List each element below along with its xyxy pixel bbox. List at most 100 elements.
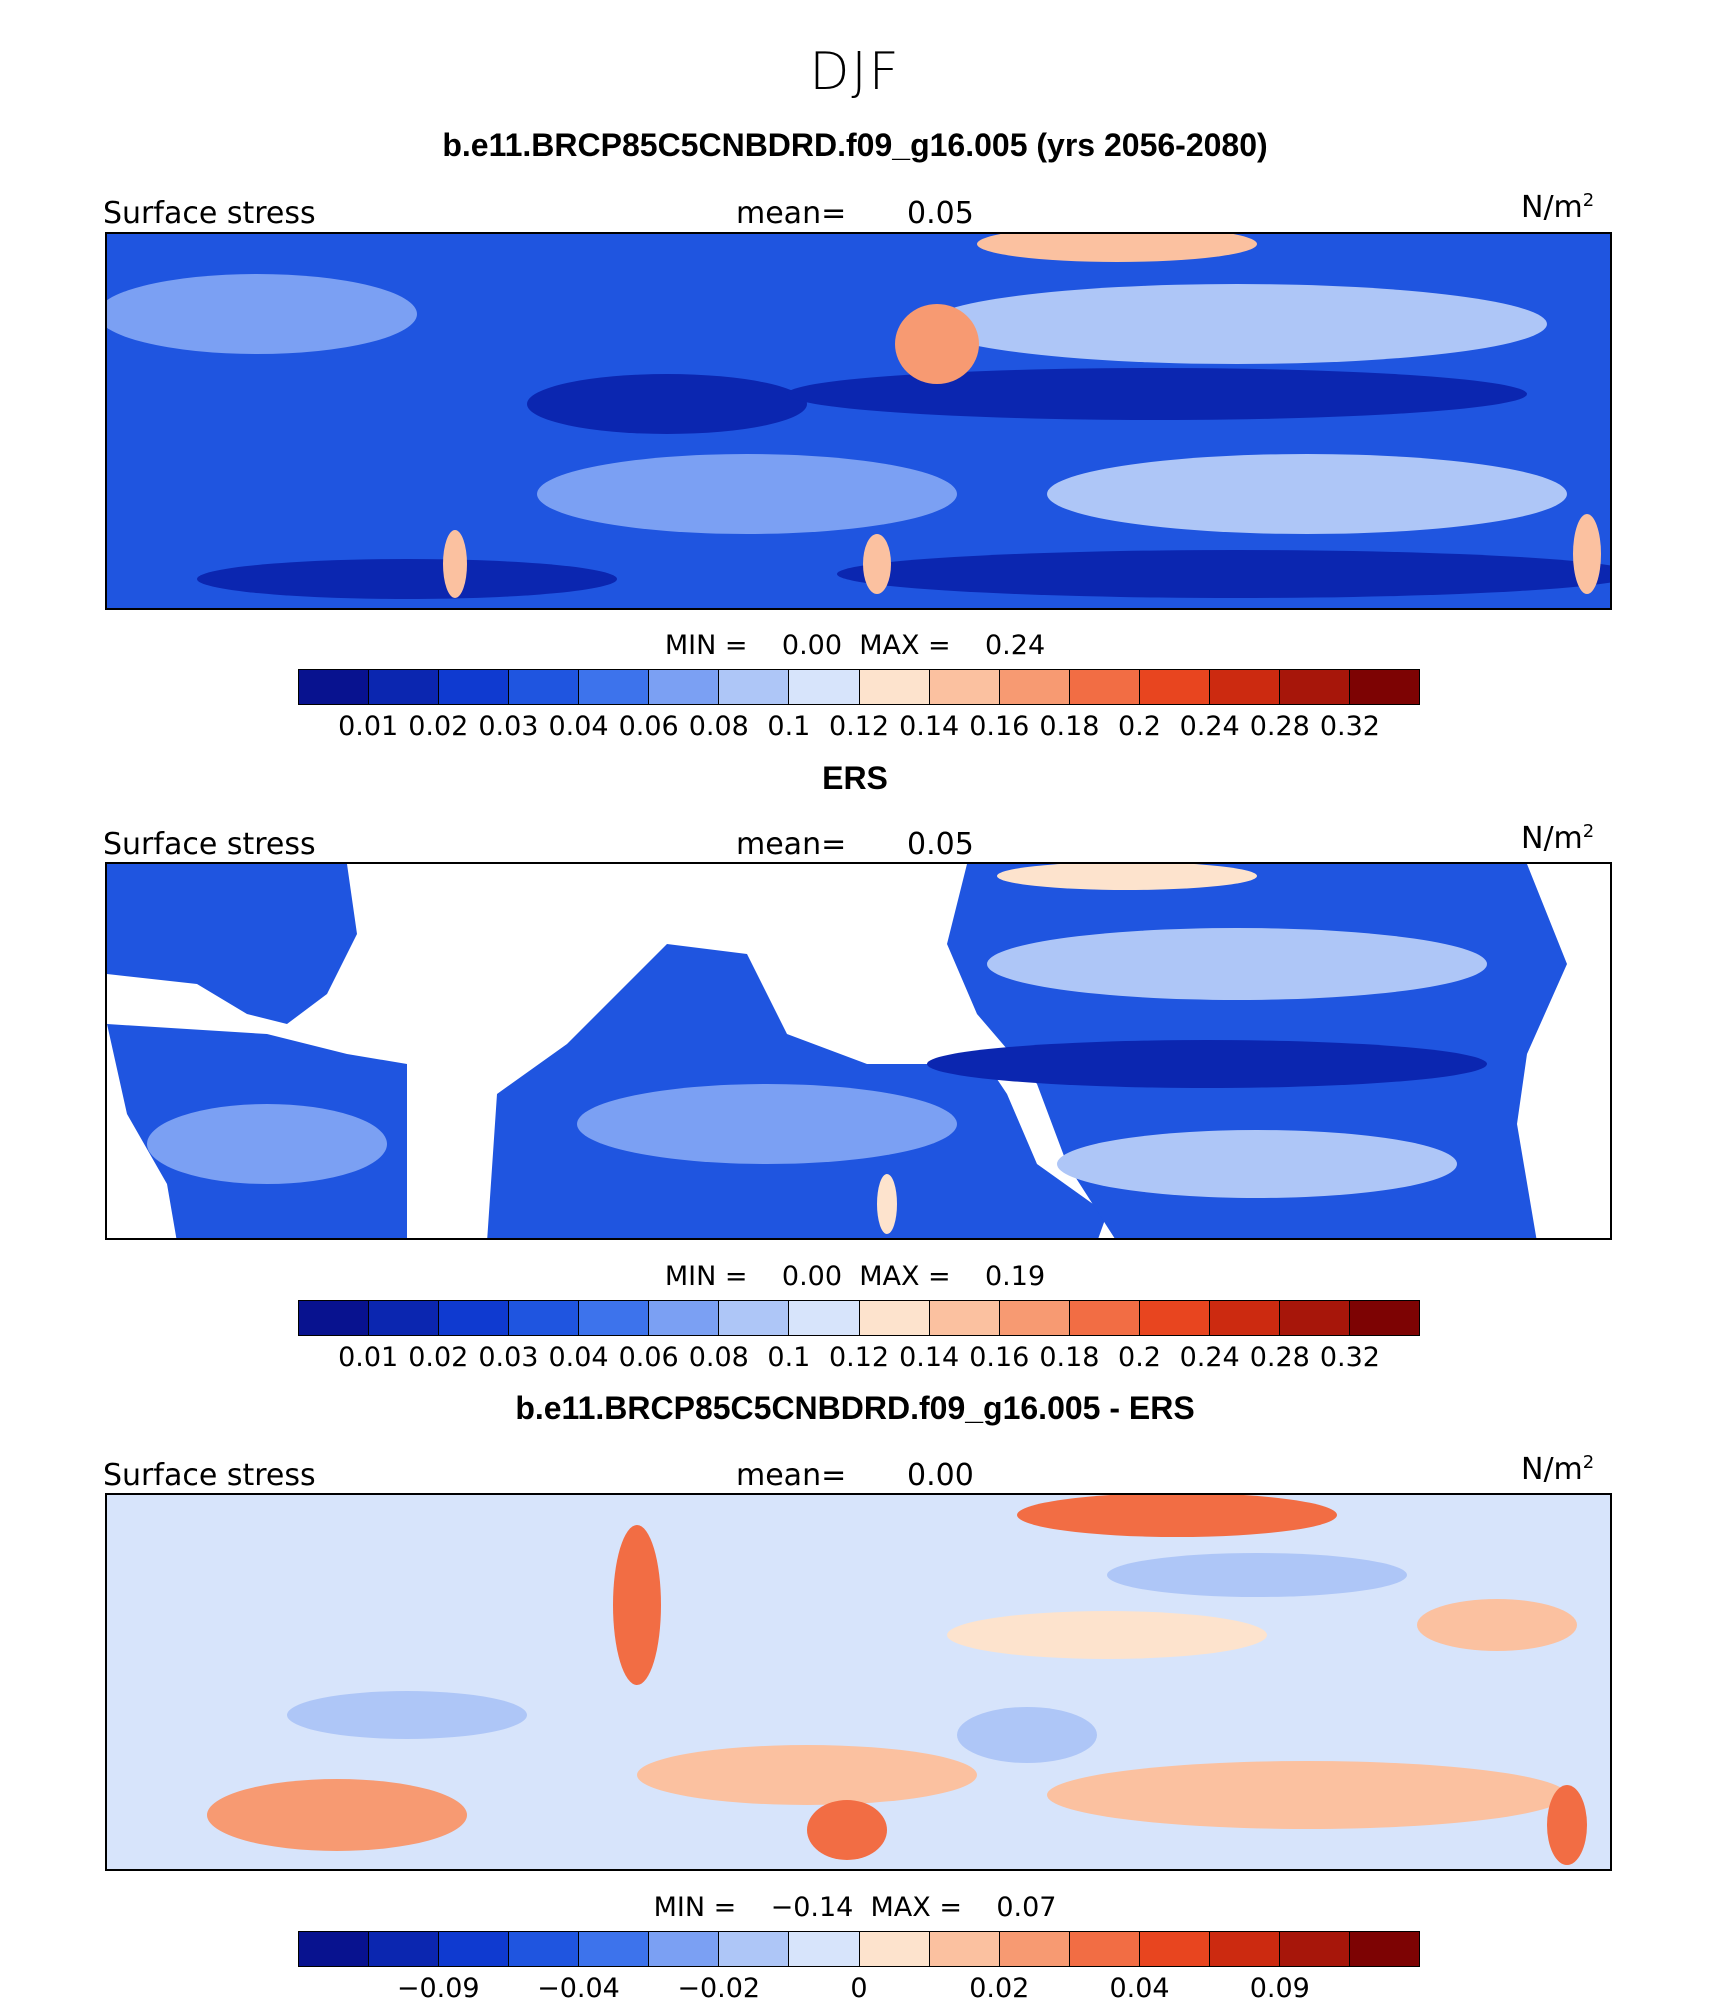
colorbar-tick-label: 0.06 bbox=[618, 711, 679, 742]
colorbar-swatch bbox=[509, 670, 580, 704]
colorbar-swatch bbox=[1349, 670, 1419, 704]
panel2-colorbar bbox=[298, 1300, 1420, 1336]
colorbar-swatch bbox=[1139, 1301, 1210, 1335]
panel2-colorbar-ticks: 0.01 0.02 0.03 0.04 0.06 0.08 0.1 0.12 0.14 0.16 0… bbox=[0, 1342, 1710, 1374]
colorbar-swatch bbox=[1279, 1301, 1350, 1335]
colorbar-swatch bbox=[789, 670, 860, 704]
colorbar-swatch bbox=[369, 1301, 440, 1335]
colorbar-tick-label: 0.01 bbox=[338, 711, 399, 742]
panel3-colorbar bbox=[298, 1931, 1420, 1967]
colorbar-swatch bbox=[1209, 1301, 1280, 1335]
colorbar-tick-label: 0.14 bbox=[899, 1342, 960, 1373]
panel2-map bbox=[105, 862, 1612, 1240]
colorbar-tick-label: 0.32 bbox=[1319, 711, 1380, 742]
colorbar-tick-label: 0.24 bbox=[1179, 711, 1240, 742]
panel1-field-label: Surface stress bbox=[103, 196, 316, 231]
colorbar-swatch bbox=[579, 670, 650, 704]
colorbar-swatch bbox=[1349, 1932, 1419, 1966]
colorbar-swatch bbox=[439, 1932, 510, 1966]
colorbar-swatch bbox=[999, 1301, 1070, 1335]
colorbar-tick-label: 0.14 bbox=[899, 711, 960, 742]
colorbar-swatch bbox=[299, 670, 370, 704]
colorbar-tick-label: 0.16 bbox=[969, 711, 1030, 742]
colorbar-swatch bbox=[929, 1301, 1000, 1335]
colorbar-tick-label: 0.02 bbox=[969, 1973, 1030, 2004]
panel3-mean-label: mean= bbox=[736, 1458, 847, 1493]
colorbar-swatch bbox=[1139, 670, 1210, 704]
colorbar-tick-label: 0.18 bbox=[1039, 711, 1100, 742]
panel3-units: N/m2 bbox=[1521, 1452, 1595, 1487]
colorbar-tick-label: 0.04 bbox=[548, 1342, 609, 1373]
colorbar-swatch bbox=[1069, 1301, 1140, 1335]
colorbar-tick-label: 0.08 bbox=[688, 1342, 749, 1373]
colorbar-tick-label: −0.04 bbox=[537, 1973, 620, 2004]
colorbar-swatch bbox=[1209, 1932, 1280, 1966]
panel1-minmax: MIN = 0.00 MAX = 0.24 bbox=[664, 630, 1046, 661]
colorbar-swatch bbox=[1279, 1932, 1350, 1966]
panel1-mean-value: 0.05 bbox=[907, 196, 974, 231]
colorbar-tick-label: 0.32 bbox=[1319, 1342, 1380, 1373]
panel2-units: N/m2 bbox=[1521, 821, 1595, 856]
colorbar-tick-label: 0.2 bbox=[1118, 1342, 1161, 1373]
panel2-mean-value: 0.05 bbox=[907, 827, 974, 862]
colorbar-swatch bbox=[579, 1301, 650, 1335]
colorbar-swatch bbox=[509, 1301, 580, 1335]
panel3-field-label: Surface stress bbox=[103, 1458, 316, 1493]
colorbar-tick-label: −0.02 bbox=[677, 1973, 761, 2004]
colorbar-tick-label: 0.06 bbox=[618, 1342, 679, 1373]
colorbar-swatch bbox=[369, 670, 440, 704]
colorbar-tick-label: −0.09 bbox=[396, 1973, 480, 2004]
colorbar-swatch bbox=[1279, 670, 1350, 704]
panel3-mean-value: 0.00 bbox=[907, 1458, 974, 1493]
panel1-colorbar-ticks: 0.01 0.02 0.03 0.04 0.06 0.08 0.1 0.12 0.14 0.16 0… bbox=[0, 711, 1710, 743]
colorbar-tick-label: 0.2 bbox=[1118, 711, 1161, 742]
colorbar-tick-label: 0.28 bbox=[1249, 711, 1310, 742]
panel3-title: b.e11.BRCP85C5CNBDRD.f09_g16.005 - ERS bbox=[515, 1390, 1195, 1426]
panel1-title: b.e11.BRCP85C5CNBDRD.f09_g16.005 (yrs 20… bbox=[442, 127, 1268, 163]
colorbar-swatch bbox=[859, 1301, 930, 1335]
panel1-colorbar bbox=[298, 669, 1420, 705]
colorbar-tick-label: 0.12 bbox=[828, 711, 890, 742]
panel1-map bbox=[105, 232, 1612, 610]
colorbar-swatch bbox=[1139, 1932, 1210, 1966]
colorbar-tick-label: 0.01 bbox=[338, 1342, 399, 1373]
colorbar-tick-label: 0.1 bbox=[767, 1342, 811, 1373]
colorbar-swatch bbox=[439, 670, 510, 704]
colorbar-tick-label: 0.24 bbox=[1179, 1342, 1240, 1373]
colorbar-swatch bbox=[1069, 670, 1140, 704]
season-title: DJF bbox=[809, 42, 901, 102]
colorbar-swatch bbox=[649, 670, 720, 704]
colorbar-swatch bbox=[999, 1932, 1070, 1966]
panel2-title: ERS bbox=[822, 760, 888, 796]
panel3-colorbar-ticks: −0.09 −0.04 −0.02 0 0.02 0.04 0.09 bbox=[0, 1973, 1710, 2005]
colorbar-swatch bbox=[369, 1932, 440, 1966]
colorbar-swatch bbox=[299, 1932, 370, 1966]
panel3-minmax: MIN = −0.14 MAX = 0.07 bbox=[653, 1892, 1057, 1923]
colorbar-swatch bbox=[789, 1301, 860, 1335]
colorbar-swatch bbox=[929, 670, 1000, 704]
colorbar-tick-label: 0.04 bbox=[548, 711, 609, 742]
colorbar-swatch bbox=[999, 670, 1070, 704]
colorbar-tick-label: 0.03 bbox=[478, 1342, 539, 1373]
colorbar-tick-label: 0.04 bbox=[1109, 1973, 1170, 2004]
colorbar-swatch bbox=[859, 1932, 930, 1966]
colorbar-tick-label: 0.28 bbox=[1249, 1342, 1310, 1373]
panel2-minmax: MIN = 0.00 MAX = 0.19 bbox=[664, 1261, 1046, 1292]
colorbar-swatch bbox=[789, 1932, 860, 1966]
colorbar-swatch bbox=[859, 670, 930, 704]
colorbar-swatch bbox=[929, 1932, 1000, 1966]
colorbar-tick-label: 0.02 bbox=[408, 711, 469, 742]
panel2-mean-label: mean= bbox=[736, 827, 847, 862]
colorbar-tick-label: 0.12 bbox=[828, 1342, 890, 1373]
panel3-map bbox=[105, 1493, 1612, 1871]
colorbar-tick-label: 0.02 bbox=[408, 1342, 469, 1373]
colorbar-tick-label: 0.09 bbox=[1249, 1973, 1310, 2004]
colorbar-tick-label: 0.08 bbox=[688, 711, 749, 742]
colorbar-swatch bbox=[649, 1301, 720, 1335]
colorbar-tick-label: 0 bbox=[850, 1973, 868, 2004]
panel2-field-label: Surface stress bbox=[103, 827, 316, 862]
colorbar-tick-label: 0.16 bbox=[969, 1342, 1030, 1373]
colorbar-swatch bbox=[719, 670, 790, 704]
colorbar-swatch bbox=[299, 1301, 370, 1335]
colorbar-swatch bbox=[719, 1301, 790, 1335]
